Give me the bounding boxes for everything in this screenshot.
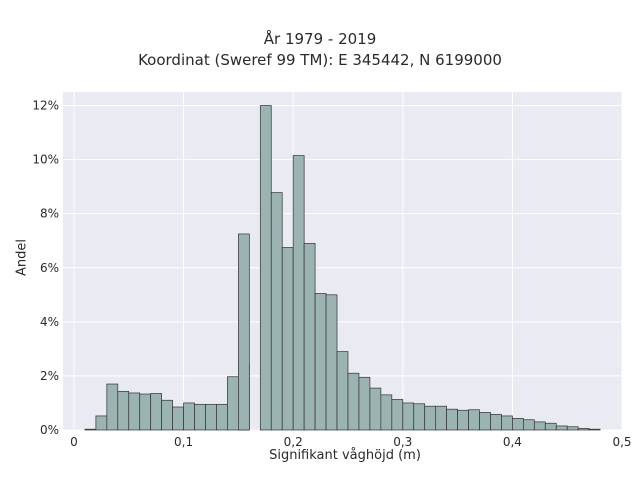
histogram-bar — [183, 402, 195, 431]
histogram-bar — [117, 390, 130, 431]
histogram-bar — [555, 425, 568, 431]
histogram-bar — [303, 243, 316, 431]
histogram-bar — [84, 428, 97, 431]
x-tick-label: 0,3 — [393, 435, 412, 449]
histogram-bar — [446, 408, 458, 431]
histogram-bar — [490, 413, 502, 431]
histogram-bar — [314, 293, 327, 431]
chart-subtitle: Koordinat (Sweref 99 TM): E 345442, N 61… — [138, 51, 502, 69]
y-tick-label: 12% — [32, 99, 59, 113]
histogram-bar — [205, 403, 217, 431]
x-tick-label: 0,1 — [174, 435, 193, 449]
histogram-bar — [588, 428, 601, 431]
histogram-bar — [435, 405, 447, 431]
y-axis-ticks: 0% 2% 4% 6% 8% 10% 12% — [32, 99, 59, 437]
y-tick-label: 6% — [40, 261, 59, 275]
histogram-bar — [216, 403, 228, 431]
histogram-bar — [544, 422, 557, 431]
y-tick-label: 10% — [32, 153, 59, 167]
histogram-bar — [161, 399, 173, 431]
histogram-bar — [281, 247, 294, 431]
histogram-bar — [424, 405, 437, 431]
histogram-bar — [413, 403, 426, 431]
chart-title: År 1979 - 2019 — [263, 30, 377, 48]
histogram-bar — [523, 419, 535, 431]
histogram-bar — [227, 376, 239, 431]
x-tick-label: 0,2 — [284, 435, 303, 449]
y-axis-label: Andel — [14, 239, 30, 276]
y-tick-label: 0% — [40, 423, 59, 437]
histogram-bar — [106, 383, 119, 431]
histogram-bar — [457, 409, 469, 431]
x-tick-label: 0,4 — [503, 435, 522, 449]
histogram-bar — [391, 399, 404, 431]
histogram-bar — [292, 155, 305, 431]
x-axis-ticks: 0 0,1 0,2 0,3 0,4 0,5 — [70, 435, 631, 449]
histogram-bars — [84, 105, 601, 431]
histogram-bar — [172, 406, 184, 431]
histogram-bar — [533, 421, 546, 431]
y-tick-label: 8% — [40, 207, 59, 221]
x-tick-label: 0,5 — [612, 435, 631, 449]
histogram-bar — [238, 233, 250, 431]
histogram-bar — [336, 351, 349, 431]
histogram-bar — [358, 376, 371, 431]
histogram-bar — [128, 392, 141, 431]
histogram-bar — [369, 387, 382, 431]
histogram-bar — [468, 409, 480, 431]
histogram-bar — [194, 403, 206, 431]
y-tick-label: 2% — [40, 369, 59, 383]
histogram-bar — [501, 415, 513, 431]
histogram-bar — [566, 426, 579, 431]
histogram-bar — [347, 372, 360, 431]
histogram-bar — [380, 394, 393, 431]
histogram-bar — [402, 402, 415, 431]
y-tick-label: 4% — [40, 315, 59, 329]
histogram-bar — [325, 294, 338, 431]
histogram-bar — [577, 428, 590, 431]
histogram-bar — [95, 415, 108, 431]
histogram-bar — [139, 393, 152, 431]
x-tick-label: 0 — [70, 435, 78, 449]
x-axis-label: Signifikant våghöjd (m) — [269, 448, 421, 463]
histogram-bar — [259, 105, 272, 431]
histogram-bar — [150, 393, 162, 431]
histogram-bar — [512, 418, 524, 431]
histogram-bar — [479, 412, 491, 431]
histogram-bar — [270, 192, 283, 431]
